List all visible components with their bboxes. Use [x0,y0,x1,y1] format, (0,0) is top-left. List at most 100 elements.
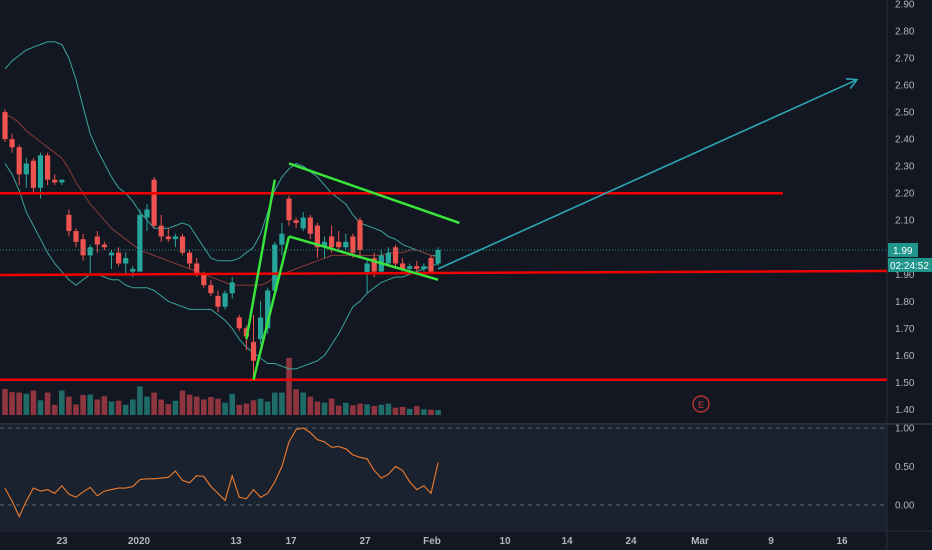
price-tick-label: 2.30 [895,162,915,173]
price-tick-label: 1.60 [895,351,915,362]
volume-bar [9,392,15,415]
candle-body [300,217,306,229]
candle-body [87,247,93,256]
price-tick-label: 1.70 [895,324,915,335]
candle-body [73,231,79,242]
countdown-badge [888,257,932,272]
projection-arrow-line [437,78,858,270]
candle-body [321,241,328,248]
candle-body [229,282,235,294]
bollinger-basis-line [4,114,439,286]
volume-bar [51,404,58,415]
volume-bar [215,398,221,415]
candle-body [400,263,406,269]
oscillator-line [4,427,439,518]
volume-bar [2,388,8,415]
volume-bar [364,404,370,415]
projection-arrow-head [845,78,859,89]
candle-body [158,225,164,237]
volume-bar [16,392,22,415]
candle-body [385,252,391,264]
volume-bar [335,405,342,415]
candle-body [66,214,72,232]
volume-bar [272,392,278,415]
volume-bar [30,390,37,415]
countdown-value: 02:24:52 [890,261,929,272]
volume-bar [392,407,399,415]
bollinger-lower-band [4,163,439,370]
volume-bar [264,401,271,415]
volume-bar [229,393,235,415]
price-tick-label: 2.90 [895,0,915,11]
candle-body [179,236,186,253]
candle-body [151,179,157,226]
candle-body [435,249,441,264]
price-tick-label: 2.10 [895,216,915,227]
volume-bar [307,396,314,415]
candle-body [2,112,8,140]
volume-bar [250,400,257,415]
candle-body [123,258,129,264]
volume-bar [115,400,122,415]
candle-body [137,214,143,272]
candle-body [9,139,15,148]
volume-bar [37,400,44,415]
time-tick-label: 23 [56,536,68,547]
volume-bar [23,393,30,415]
volume-bar [130,399,136,415]
time-tick-label: Mar [691,536,709,547]
price-tick-label: 1.40 [895,405,915,416]
candle-body [16,147,22,175]
volume-bar [94,399,101,415]
candle-body [236,317,242,329]
candle-body [59,179,65,183]
candle-body [364,263,370,275]
volume-bar [293,389,299,415]
candle-body [201,274,207,286]
volume-bar [108,401,115,415]
price-tick-label: 1.90 [895,270,915,281]
volume-bar [151,392,157,415]
candle-body [194,263,200,275]
time-tick-label: 14 [561,536,573,547]
candle-body [392,247,399,264]
price-tick-label: 2.60 [895,81,915,92]
price-tick-label: 2.40 [895,135,915,146]
volume-bar [321,402,328,415]
volume-bar [80,395,86,415]
candle-body [222,293,228,307]
candle-body [336,241,342,248]
candle-body [215,295,221,307]
volume-bar [257,398,264,415]
candle-body [293,220,299,223]
volume-bar [73,404,79,415]
volume-bar [371,406,377,415]
candle-body [45,155,51,180]
volume-bar [137,386,143,415]
volume-bar [87,394,93,415]
time-tick-label: 27 [359,536,371,547]
candle-body [94,236,100,245]
volume-bar [279,392,285,415]
price-tick-label: 2.70 [895,54,915,65]
volume-bar [435,410,441,415]
trendline [288,235,439,281]
candle-body [371,258,377,272]
candle-body [407,266,413,269]
candle-body [307,217,313,234]
volume-bar [350,405,356,415]
candle-body [23,163,29,175]
time-tick-label: 17 [285,536,297,547]
price-tick-label: 1.50 [895,378,915,389]
time-tick-label: 2020 [128,536,151,547]
candle-body [329,236,335,248]
candle-body [250,341,257,361]
volume-bar [144,396,150,415]
candle-body [172,236,178,240]
candle-body [414,266,420,269]
candle-body [314,225,320,248]
volume-bar [179,390,186,415]
candle-body [286,198,292,221]
trendline [252,236,291,381]
